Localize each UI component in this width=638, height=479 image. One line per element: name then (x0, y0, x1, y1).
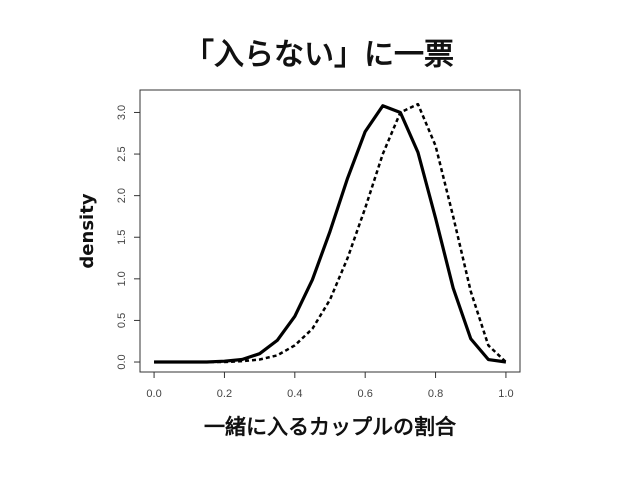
y-tick-label: 0.5 (116, 313, 128, 328)
y-tick-label: 1.5 (116, 230, 128, 245)
x-tick-label: 0.8 (428, 388, 443, 400)
y-tick-label: 2.0 (116, 188, 128, 203)
x-tick-label: 1.0 (498, 388, 513, 400)
x-tick-label: 0.4 (287, 388, 302, 400)
y-axis-label: density (77, 193, 98, 268)
x-tick-label: 0.0 (146, 388, 161, 400)
density-line (154, 102, 507, 364)
x-tick-label: 0.6 (358, 388, 373, 400)
chart-title: 「入らない」に一票 (184, 38, 454, 73)
x-tick-label: 0.2 (217, 388, 232, 400)
plot-frame (139, 89, 521, 373)
y-tick-label: 2.5 (116, 146, 128, 161)
y-tick-label: 0.0 (116, 354, 128, 369)
y-tick-label: 1.0 (116, 271, 128, 286)
y-tick-label: 3.0 (116, 105, 128, 120)
x-axis-label: 一緒に入るカップルの割合 (204, 415, 457, 439)
